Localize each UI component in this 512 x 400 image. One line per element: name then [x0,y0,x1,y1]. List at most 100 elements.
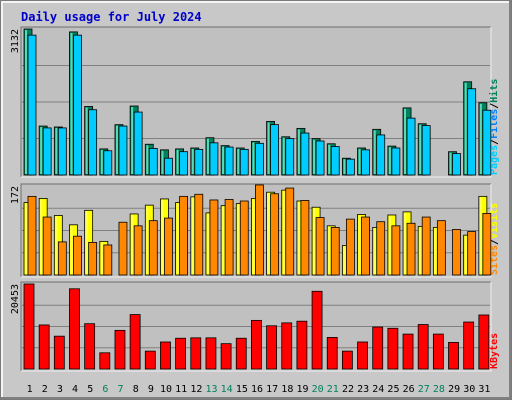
x-tick-label-2: 2 [42,384,48,395]
hits-files-pages-max-label: 3132 [10,29,21,53]
x-tick-label-22: 22 [342,384,354,395]
bar-highlight [191,148,194,174]
bar-sites-2 [42,216,52,276]
bar-files-12 [194,148,204,176]
x-tick-label-14: 14 [221,384,233,395]
bar-highlight [388,215,391,274]
bar-highlight [464,82,467,174]
bar-kbytes-31 [478,314,490,370]
visits-sites-border-dark [20,183,491,277]
legend-entry: KBytes [489,333,500,369]
bar-files-29 [452,153,461,176]
bar-kbytes-13 [205,337,217,370]
bar-highlight [206,138,209,174]
bar-highlight [434,228,437,274]
bar-files-31 [482,109,492,176]
bar-highlight [328,144,331,174]
bar-kbytes-22 [341,350,353,370]
bar-files-9 [148,148,158,176]
bar-files-3 [57,127,67,176]
bar-highlight [267,193,270,274]
bar-sites-26 [406,222,416,276]
bar-sites-10 [164,217,173,276]
bar-sites-8 [133,225,143,276]
bar-sites-6 [103,244,113,276]
bar-highlight [40,199,43,274]
x-tick-label-1: 1 [27,384,33,395]
bar-sites-19 [300,200,310,276]
x-tick-label-19: 19 [296,384,308,395]
bar-kbytes-15 [235,337,247,370]
bar-sites-16 [255,184,264,276]
bar-sites-24 [376,221,386,276]
bar-highlight [55,216,58,274]
bar-sites-11 [179,195,189,276]
bar-kbytes-1 [23,283,35,370]
x-tick-label-18: 18 [281,384,293,395]
x-tick-label-10: 10 [160,384,172,395]
x-tick-label-11: 11 [175,384,187,395]
bar-highlight [464,236,467,274]
chart-title: Daily usage for July 2024 [21,10,202,24]
x-tick-label-17: 17 [266,384,278,395]
bar-kbytes-4 [69,288,80,370]
bar-highlight [343,246,346,274]
bar-highlight [449,152,452,174]
kbytes-panel: 20453 KBytes [10,281,500,372]
bar-files-27 [421,125,431,176]
bar-highlight [343,159,346,174]
bar-highlight [70,32,73,174]
x-tick-label-5: 5 [87,384,93,395]
bar-files-15 [239,148,249,176]
x-tick-label-6: 6 [102,384,108,395]
bar-kbytes-3 [53,335,65,370]
bar-highlight [419,227,422,274]
bar-sites-31 [482,213,492,276]
bar-highlight [191,197,194,274]
x-tick-label-16: 16 [251,384,263,395]
bar-highlight [297,129,300,174]
bar-highlight [85,107,88,174]
bar-sites-29 [452,229,461,276]
bar-sites-20 [315,217,325,276]
bar-files-6 [103,150,113,176]
x-tick-label-31: 31 [478,384,490,395]
bar-kbytes-5 [84,323,96,370]
bar-sites-9 [148,220,158,276]
bar-highlight [100,242,103,274]
bar-highlight [115,125,118,174]
bar-highlight [388,147,391,174]
kbytes-border-light [21,282,492,372]
kbytes-max-label: 20453 [10,284,21,314]
legend-entry: Pages [489,145,500,175]
bar-files-4 [73,34,82,176]
bar-highlight [222,146,225,174]
bar-sites-5 [88,242,98,276]
bar-files-16 [255,142,264,176]
bar-sites-18 [285,187,295,276]
bar-highlight [373,228,376,274]
bar-files-14 [224,146,234,176]
bar-highlight [419,124,422,174]
bar-files-20 [315,140,325,176]
bar-sites-23 [361,216,370,276]
bar-kbytes-14 [220,343,232,370]
bar-kbytes-10 [160,341,171,370]
bar-files-1 [27,34,37,176]
bar-sites-15 [239,200,249,276]
bar-highlight [40,127,43,174]
bar-highlight [161,199,164,274]
bar-highlight [146,145,149,174]
x-tick-label-21: 21 [327,384,339,395]
hits-files-pages-panel: 3132 Pages/Files/Hits [10,26,500,178]
bar-files-18 [285,138,295,176]
bar-kbytes-17 [266,325,277,370]
x-tick-label-3: 3 [57,384,63,395]
bar-highlight [313,208,316,274]
kbytes-legend: KBytes [489,333,500,369]
bar-files-13 [209,142,219,176]
bar-highlight [479,197,482,274]
bar-highlight [70,225,73,274]
x-tick-label-12: 12 [190,384,202,395]
